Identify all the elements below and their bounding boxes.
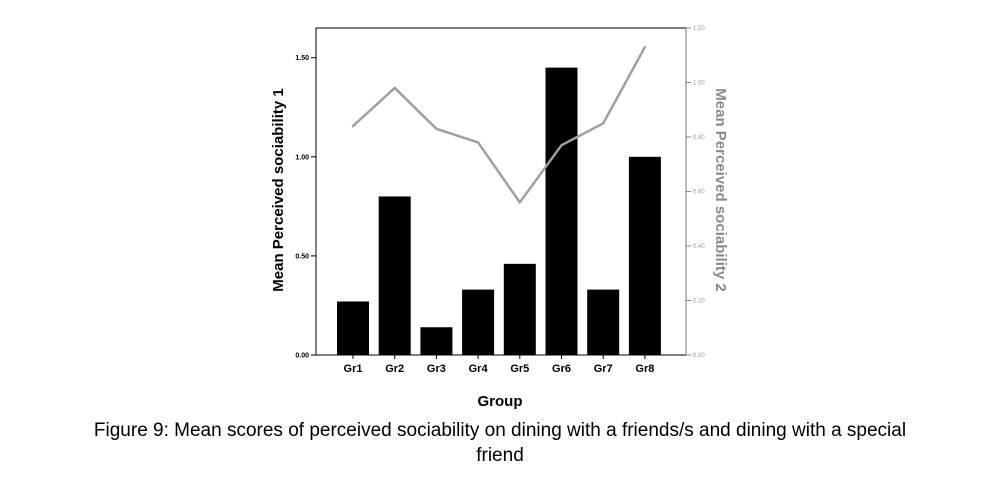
y-tick-label-right: 0.80 — [693, 135, 705, 141]
y-tick-label-right: 0.20 — [693, 299, 705, 305]
y-tick-label-right: 1.00 — [693, 81, 705, 87]
figure-caption: Figure 9: Mean scores of perceived socia… — [0, 418, 1000, 468]
x-tick-label: Gr6 — [552, 363, 571, 375]
y-axis-title-left: Mean Perceived sociability 1 — [270, 88, 287, 291]
x-tick-label: Gr1 — [344, 363, 363, 375]
y-axis-title-right: Mean Perceived sociability 2 — [712, 88, 729, 291]
bar — [420, 327, 453, 355]
bar — [503, 263, 536, 355]
bar — [628, 156, 661, 355]
x-tick-label: Gr2 — [385, 363, 404, 375]
x-tick-label: Gr3 — [427, 363, 446, 375]
y-tick-label-right: 0.00 — [693, 353, 705, 359]
bar — [545, 67, 578, 356]
y-tick-label-right: 0.40 — [693, 244, 705, 250]
x-axis-title: Group — [478, 393, 523, 410]
x-tick-label: Gr7 — [594, 363, 613, 375]
x-tick-label: Gr4 — [469, 363, 489, 375]
bar — [587, 289, 620, 355]
figure-caption-line-1: Figure 9: Mean scores of perceived socia… — [93, 420, 907, 441]
plot-area: 0.00 0.50 1.00 1.50 0.00 0.20 0.40 0.60 0.80 1.00… — [295, 26, 705, 375]
y-tick-label-left: 0.00 — [295, 353, 309, 360]
combo-chart: 0.00 0.50 1.00 1.50 0.00 0.20 0.40 0.60 0.80 1.00… — [270, 26, 729, 410]
bar — [378, 196, 411, 355]
y-tick-label-left: 1.00 — [295, 154, 309, 161]
y-tick-label-right: 1.20 — [693, 26, 705, 32]
x-tick-label: Gr5 — [510, 363, 529, 375]
x-tick-label: Gr8 — [635, 363, 654, 375]
y-tick-label-right: 0.60 — [693, 190, 705, 196]
y-tick-label-left: 0.50 — [295, 253, 309, 260]
bar — [462, 289, 495, 355]
line-series — [351, 45, 647, 204]
y-tick-label-left: 1.50 — [295, 55, 309, 62]
figure-caption-line-2: friend — [476, 445, 524, 466]
bar — [337, 301, 369, 355]
